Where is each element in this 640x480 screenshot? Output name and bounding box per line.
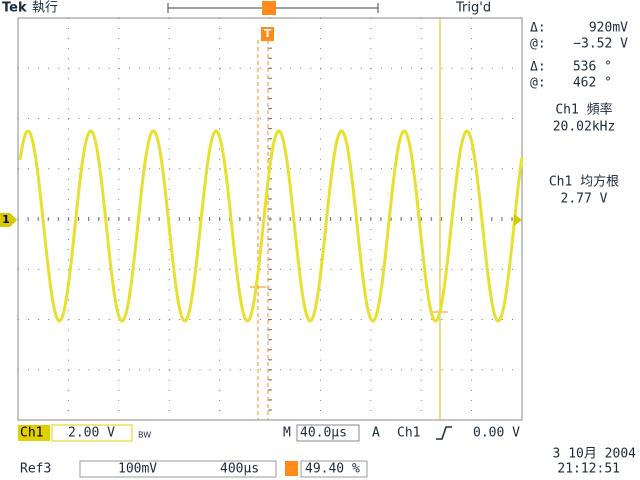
- ref-box: [79, 460, 277, 478]
- cursor-at-label: @:: [530, 37, 546, 52]
- cursor-at-value: −3.52 V: [573, 37, 628, 52]
- trigger-marker: T: [264, 27, 272, 40]
- trigger-position-marker: [262, 1, 276, 15]
- volts-box: [51, 424, 133, 442]
- channel-badge: [18, 425, 50, 441]
- timebase-box: [296, 424, 360, 442]
- trigger-status: Trig'd: [455, 1, 491, 16]
- trigger-position: 49.40 %: [305, 462, 360, 477]
- measurement-value: 20.02kHz: [553, 120, 616, 135]
- trigger-level-marker: [514, 214, 522, 226]
- channel-marker-box: [0, 213, 17, 227]
- trigger-marker-box: [261, 27, 274, 41]
- trigger-icon: [285, 461, 298, 476]
- channel-marker: 1: [2, 213, 10, 226]
- reference: Ref3: [20, 462, 51, 477]
- run-status: 執行: [32, 0, 58, 16]
- date: 3 10月 2004: [553, 447, 637, 462]
- trigger-source: Ch1: [397, 426, 420, 441]
- trigger-slope-icon: [436, 426, 452, 440]
- cursor-delta-value: 920mV: [589, 21, 628, 36]
- phase-delta-label: Δ:: [530, 60, 546, 75]
- ref-volts: 100mV: [118, 462, 157, 477]
- measurement-label: Ch1 頻率: [555, 102, 612, 118]
- volts-div: 2.00 V: [68, 426, 115, 441]
- phase-at-label: @:: [530, 76, 546, 91]
- channel: Ch1: [20, 426, 43, 441]
- measurement-value: 2.77 V: [561, 192, 608, 207]
- trigger-position-box: [300, 460, 368, 478]
- timebase-label: M: [283, 426, 291, 441]
- cursor-delta-label: Δ:: [530, 21, 546, 36]
- phase-delta-value: 536 °: [573, 60, 612, 75]
- timebase: 40.0µs: [300, 426, 347, 441]
- graticule: [17, 17, 523, 420]
- measurement-label: Ch1 均方根: [549, 174, 619, 190]
- ref-time: 400µs: [220, 462, 259, 477]
- trigger-mode: A: [372, 426, 380, 441]
- brand: Tek: [2, 1, 27, 16]
- graticule-border: [17, 17, 523, 421]
- trigger-level: 0.00 V: [473, 426, 520, 441]
- time: 21:12:51: [557, 462, 620, 477]
- bandwidth-limit: BW: [138, 431, 151, 440]
- waveform: [18, 129, 524, 323]
- phase-at-value: 462 °: [573, 76, 612, 91]
